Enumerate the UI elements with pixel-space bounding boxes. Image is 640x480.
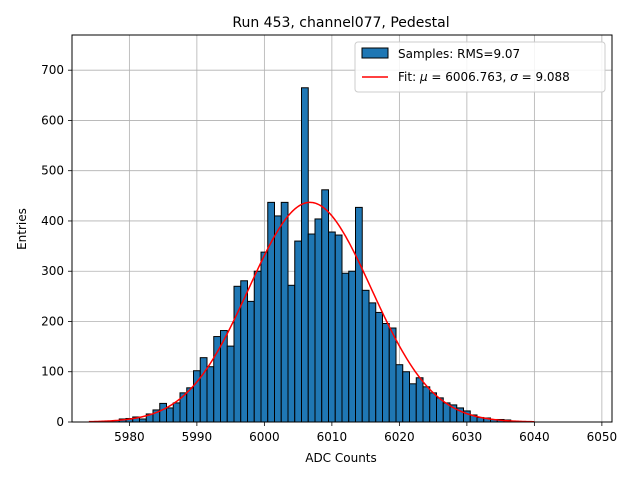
histogram-bar (321, 189, 329, 423)
y-tick-label: 500 (41, 164, 64, 178)
histogram-bar (395, 364, 404, 423)
histogram-bar (314, 218, 323, 423)
legend: Samples: RMS=9.07 Fit: μ = 6006.763, σ =… (354, 41, 606, 93)
histogram-bar (328, 231, 336, 423)
legend-fit-suffix: = 9.088 (518, 70, 570, 84)
histogram-bar (368, 302, 377, 423)
histogram-bar (375, 311, 383, 423)
histogram-bar (341, 272, 350, 423)
x-tick-label: 6030 (452, 430, 483, 444)
legend-swatch-samples (361, 47, 389, 59)
y-tick-label: 200 (41, 314, 64, 328)
x-tick-label: 5990 (182, 430, 213, 444)
histogram-bar (402, 371, 410, 423)
legend-fit-sigma: σ (510, 70, 518, 84)
histogram-bar (206, 366, 215, 423)
x-tick-label: 6020 (384, 430, 415, 444)
histogram-bar (226, 345, 235, 423)
x-tick-label: 5980 (114, 430, 145, 444)
histogram-bar (253, 270, 262, 423)
histogram-bar (429, 392, 437, 423)
histogram-bar (361, 289, 370, 423)
y-tick-label: 700 (41, 63, 64, 77)
chart-title: Run 453, channel077, Pedestal (232, 15, 449, 31)
histogram-bar (294, 240, 302, 423)
histogram-bar (186, 387, 194, 423)
y-axis-ticks: 0 100 200 300 400 500 600 700 (41, 63, 72, 429)
legend-fit-mu: μ (419, 70, 428, 84)
histogram-bar (287, 284, 296, 423)
histogram-bar (247, 300, 255, 423)
y-tick-label: 300 (41, 264, 64, 278)
y-tick-label: 600 (41, 113, 64, 127)
x-tick-label: 6010 (317, 430, 348, 444)
x-tick-label: 6050 (587, 430, 618, 444)
y-axis-label: Entries (15, 208, 29, 250)
histogram-bar (280, 201, 289, 423)
plot-frame (71, 34, 613, 423)
histogram-bar (240, 280, 248, 423)
y-tick-label: 0 (56, 415, 64, 429)
histogram-bar (382, 322, 390, 423)
histogram-bar (415, 377, 424, 423)
fit-curve (88, 201, 535, 423)
histogram-bar (260, 251, 269, 423)
histogram-bar (355, 206, 363, 423)
histogram-bar (307, 233, 316, 423)
histogram-bar (388, 327, 397, 423)
x-axis-ticks: 5980 5990 6000 6010 6020 6030 6040 6050 (114, 422, 617, 444)
x-tick-label: 6000 (249, 430, 280, 444)
legend-label-fit: Fit: μ = 6006.763, σ = 9.088 (398, 70, 570, 84)
y-tick-label: 400 (41, 214, 64, 228)
legend-box (354, 41, 606, 93)
histogram-bar (172, 402, 181, 423)
x-axis-label: ADC Counts (305, 451, 377, 465)
histogram-bar (274, 215, 282, 423)
histogram-bar (301, 87, 309, 423)
y-tick-label: 100 (41, 365, 64, 379)
histogram-bar (422, 386, 431, 423)
histogram-bar (267, 201, 275, 423)
histogram-bar (334, 234, 343, 423)
histogram-bar (436, 397, 444, 423)
x-tick-label: 6040 (519, 430, 550, 444)
histogram-bar (166, 407, 174, 423)
histogram-bar (409, 383, 417, 423)
histogram-bar (199, 357, 208, 423)
legend-fit-prefix: Fit: (398, 70, 420, 84)
histogram-bar (348, 270, 356, 423)
legend-label-samples: Samples: RMS=9.07 (398, 47, 520, 61)
histogram-bar (159, 402, 167, 423)
legend-fit-mid: = 6006.763, (428, 70, 511, 84)
